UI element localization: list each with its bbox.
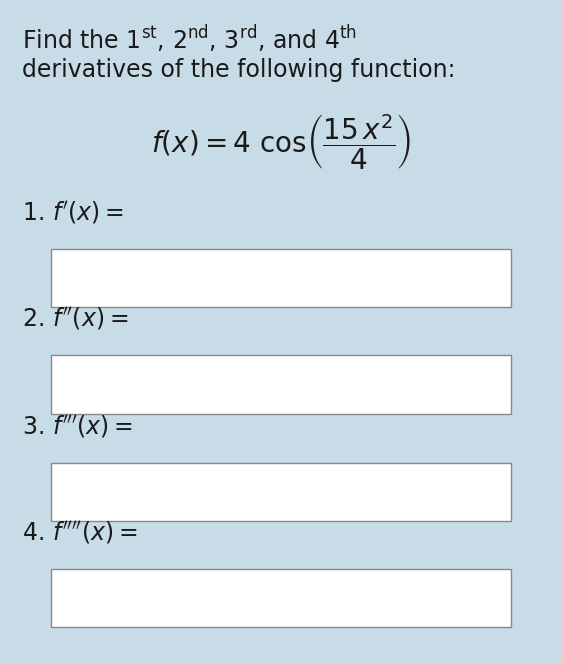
Text: 1. $f'(x) =$: 1. $f'(x) =$: [22, 199, 124, 226]
FancyBboxPatch shape: [51, 463, 511, 521]
Text: derivatives of the following function:: derivatives of the following function:: [22, 58, 456, 82]
FancyBboxPatch shape: [51, 249, 511, 307]
Text: 2. $f''(x) =$: 2. $f''(x) =$: [22, 305, 129, 332]
Text: 4. $f''''(x) =$: 4. $f''''(x) =$: [22, 519, 138, 546]
FancyBboxPatch shape: [51, 355, 511, 414]
FancyBboxPatch shape: [51, 569, 511, 627]
Text: $f(x) = 4\ \cos\!\left(\dfrac{15\,x^2}{4}\right)$: $f(x) = 4\ \cos\!\left(\dfrac{15\,x^2}{4…: [151, 113, 411, 173]
Text: Find the 1$^{\mathrm{st}}$, 2$^{\mathrm{nd}}$, 3$^{\mathrm{rd}}$, and 4$^{\mathr: Find the 1$^{\mathrm{st}}$, 2$^{\mathrm{…: [22, 23, 357, 54]
Text: 3. $f'''(x) =$: 3. $f'''(x) =$: [22, 413, 133, 440]
